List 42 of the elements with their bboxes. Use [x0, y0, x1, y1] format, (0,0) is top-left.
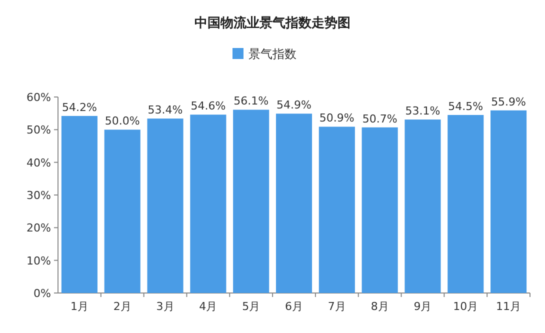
y-tick-label: 10%: [26, 254, 51, 268]
data-label: 50.7%: [362, 112, 398, 126]
y-tick-label: 50%: [26, 124, 51, 137]
x-tick-label: 1月: [70, 300, 88, 313]
bar: [276, 114, 312, 293]
y-tick-label: 60%: [26, 91, 51, 104]
bar: [104, 130, 140, 293]
x-tick-label: 8月: [370, 300, 389, 313]
bar: [404, 120, 441, 293]
data-label: 50.0%: [104, 114, 140, 128]
chart-title: 中国物流业景气指数走势图: [194, 15, 350, 31]
bar: [233, 110, 270, 293]
bar: [190, 114, 226, 293]
x-tick-label: 7月: [328, 300, 346, 313]
x-tick-label: 10月: [453, 300, 478, 313]
legend-label: 景气指数: [248, 47, 296, 61]
x-tick-label: 2月: [113, 300, 132, 313]
x-tick-label: 9月: [414, 300, 432, 313]
y-tick-label: 30%: [26, 189, 51, 202]
x-tick-label: 11月: [496, 300, 522, 313]
data-label: 54.6%: [190, 100, 226, 113]
data-label: 53.1%: [405, 104, 440, 118]
x-tick-label: 5月: [242, 300, 260, 313]
bar: [61, 116, 98, 293]
data-label: 56.1%: [234, 94, 269, 108]
data-label: 54.2%: [62, 100, 97, 114]
data-label: 54.5%: [448, 100, 484, 113]
x-tick-label: 3月: [156, 300, 174, 313]
y-tick-label: 0%: [34, 287, 51, 300]
bar: [362, 127, 398, 293]
bar: [147, 118, 184, 293]
y-tick-label: 20%: [26, 222, 51, 235]
data-label: 54.9%: [276, 98, 312, 112]
bar: [318, 126, 355, 293]
data-label: 53.4%: [148, 104, 183, 117]
bar: [490, 110, 527, 293]
data-label: 50.9%: [319, 112, 354, 125]
x-tick-label: 6月: [285, 300, 303, 313]
x-tick-label: 4月: [199, 300, 218, 313]
bar: [448, 114, 484, 293]
data-label: 55.9%: [491, 95, 526, 108]
y-tick-label: 40%: [26, 156, 51, 170]
